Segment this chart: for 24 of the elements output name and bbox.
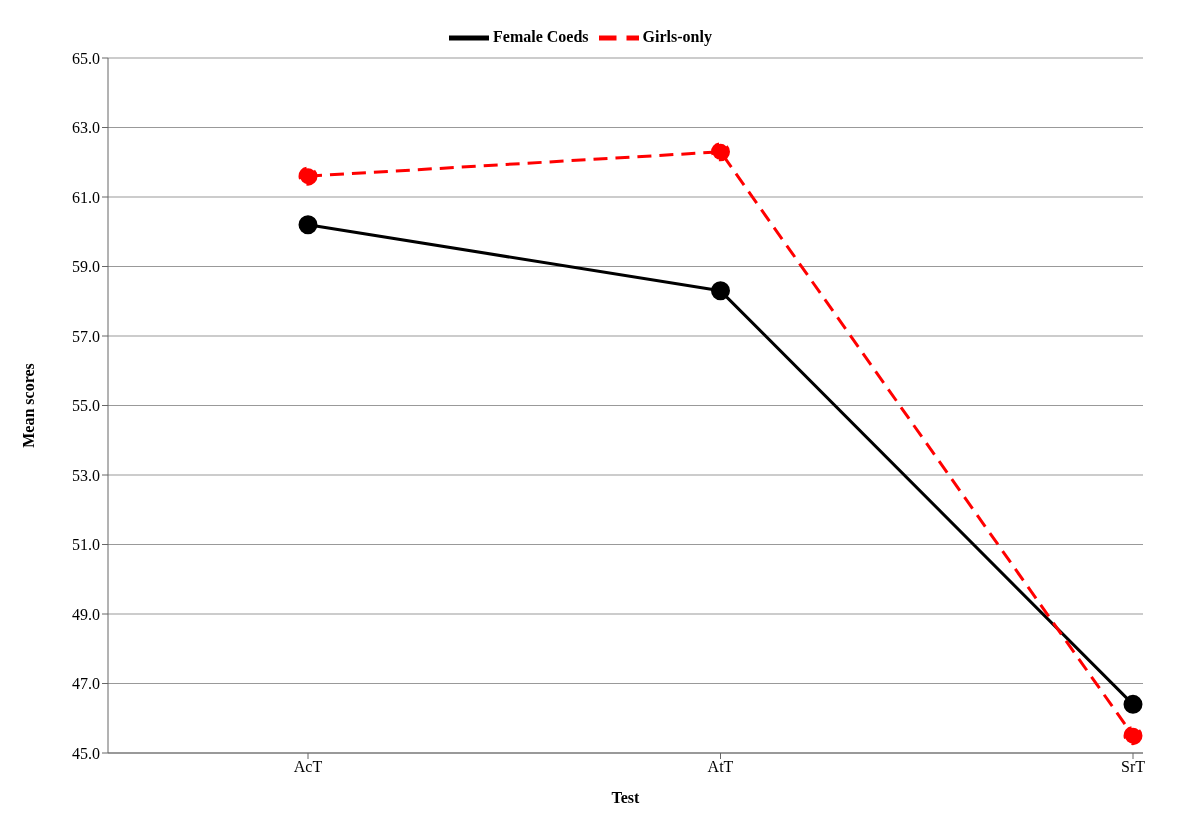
y-tick-label: 49.0 bbox=[72, 605, 100, 623]
legend-label: Girls-only bbox=[642, 27, 712, 45]
point bbox=[711, 281, 730, 301]
y-tick-label: 63.0 bbox=[72, 119, 100, 137]
y-axis-title: Mean scores bbox=[19, 363, 37, 448]
y-tick-label: 51.0 bbox=[72, 536, 100, 554]
y-tick-label: 55.0 bbox=[72, 397, 100, 415]
legend-label: Female Coeds bbox=[493, 27, 589, 45]
y-tick-label: 45.0 bbox=[72, 744, 100, 762]
point bbox=[711, 142, 730, 162]
point bbox=[1123, 694, 1143, 714]
y-tick-label: 47.0 bbox=[72, 675, 100, 693]
y-tick-label: 65.0 bbox=[72, 49, 100, 67]
point bbox=[298, 215, 318, 235]
x-axis-title: Test bbox=[611, 789, 641, 806]
y-tick-label: 57.0 bbox=[72, 327, 100, 345]
x-tick-label: AtT bbox=[707, 758, 734, 776]
x-tick-label: AcT bbox=[293, 758, 323, 776]
point bbox=[1123, 726, 1143, 746]
point bbox=[298, 166, 318, 186]
y-tick-label: 53.0 bbox=[72, 466, 100, 484]
x-tick-label: SrT bbox=[1121, 758, 1146, 776]
y-tick-label: 61.0 bbox=[72, 188, 100, 206]
y-tick-label: 59.0 bbox=[72, 258, 100, 276]
